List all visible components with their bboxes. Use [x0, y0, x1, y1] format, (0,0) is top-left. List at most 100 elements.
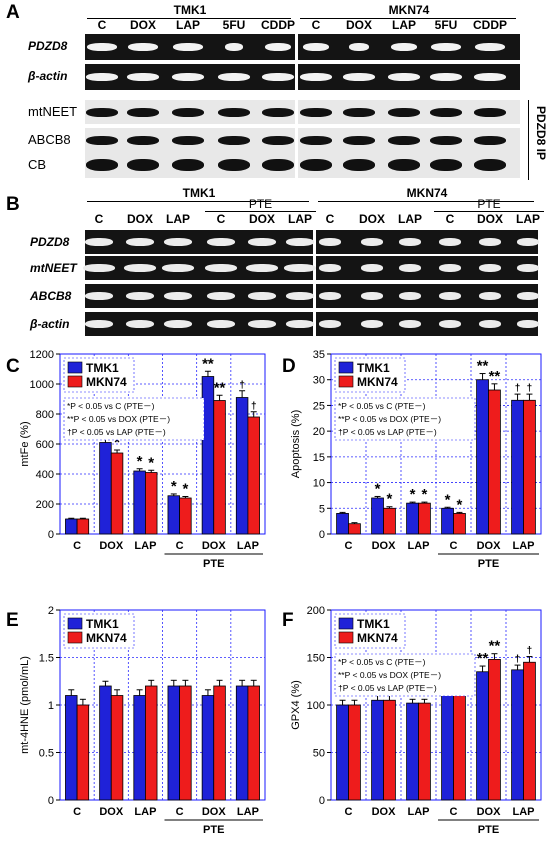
panel-b-gel: [316, 284, 538, 308]
panel-a-row-label: CB: [28, 157, 47, 172]
bar-mkn74: [418, 702, 431, 801]
panel-b-group-rule-1: [87, 201, 309, 202]
y-tick-label: 5: [319, 503, 325, 515]
panel-b-band: [286, 238, 314, 246]
x-tick-label: DOX: [477, 806, 502, 818]
significance-mark: *: [387, 491, 393, 508]
panel-b-group-rule-2: [318, 201, 534, 202]
panel-b-band: [164, 320, 192, 328]
panel-b-pte-label: PTE: [248, 197, 273, 211]
bar-mkn74: [348, 523, 361, 535]
panel-b-group-1: TMK1: [182, 186, 216, 200]
y-tick-label: 0: [319, 529, 325, 541]
bar-tmk1: [406, 502, 419, 535]
panel-b-row-label: mtNEET: [30, 261, 77, 275]
y-tick-label: 50: [313, 748, 325, 760]
bar-mkn74: [145, 685, 158, 801]
y-axis-label: GPX4 (%): [290, 680, 302, 730]
panel-b-lane-label: C: [445, 212, 455, 226]
panel-b-band: [126, 292, 154, 300]
panel-d-letter: D: [282, 356, 296, 377]
panel-b-band: [361, 320, 383, 328]
y-tick-label: 30: [313, 375, 325, 387]
panel-b-band: [248, 320, 276, 328]
bar-mkn74: [488, 659, 501, 801]
y-tick-label: 0: [48, 529, 54, 541]
panel-b-letter: B: [6, 194, 20, 215]
panel-b-gel: [85, 284, 313, 308]
panel-b-band: [361, 264, 383, 272]
notes-box: [334, 397, 476, 441]
chart-e: 0 0.5 1 1.5 2 mt-4HNE (pmol/mL) C DOX LAP C DOX LAP…: [19, 605, 266, 836]
y-tick-label: 1.5: [39, 653, 54, 665]
significance-mark: *: [375, 480, 381, 497]
bar-tmk1: [167, 685, 180, 801]
panel-b-gel: [85, 230, 313, 254]
panel-a-band: [86, 159, 118, 171]
panel-b-lane-label: DOX: [126, 212, 153, 226]
legend-label: MKN74: [357, 631, 398, 645]
x-tick-label: C: [176, 540, 184, 552]
legend-swatch: [67, 617, 83, 630]
panel-b-row-label: PDZD8: [30, 235, 70, 249]
significance-mark: **: [477, 358, 489, 375]
panel-a-band: [388, 159, 420, 171]
bar-mkn74: [110, 452, 124, 535]
legend-swatch: [67, 631, 83, 644]
significance-note: *P < 0.05 vs C (PTE－): [338, 657, 426, 667]
panel-a-row-label: ABCB8: [28, 132, 71, 147]
panel-a-band: [86, 135, 118, 145]
panel-a-band: [262, 107, 294, 117]
significance-note: **P < 0.05 vs DOX (PTE－): [338, 414, 441, 424]
significance-mark: *: [445, 491, 451, 508]
panel-b-band: [439, 264, 461, 272]
panel-b-band: [207, 238, 235, 246]
panel-b-band: [85, 320, 113, 328]
panel-a-band: [349, 43, 369, 51]
panel-a-band: [388, 135, 420, 145]
bar-tmk1: [65, 695, 78, 801]
panel-a-band: [218, 107, 250, 117]
significance-note: †P < 0.05 vs LAP (PTE－): [338, 427, 437, 437]
x-tick-label: DOX: [372, 806, 397, 818]
significance-mark: †: [251, 401, 257, 412]
panel-a-lane-label: DOX: [345, 18, 372, 32]
x-tick-label: DOX: [99, 806, 124, 818]
panel-a-band: [430, 135, 462, 145]
panel-a-band: [430, 159, 462, 171]
panel-b-lane-label: C: [325, 212, 335, 226]
panel-a-band: [172, 159, 204, 171]
y-axis-label: Apoptosis (%): [290, 410, 302, 478]
panel-a-band: [300, 135, 332, 145]
bar-tmk1: [336, 704, 349, 801]
bar-tmk1: [133, 695, 146, 801]
panel-b-lane-label: LAP: [166, 212, 190, 226]
x-tick-label: LAP: [408, 540, 430, 552]
significance-mark: *: [114, 434, 120, 451]
panel-b-lane-label: LAP: [398, 212, 422, 226]
panel-b-gel: [316, 230, 538, 254]
panel-b-band: [439, 320, 461, 328]
panel-a-band: [218, 135, 250, 145]
group-label: PTE: [478, 558, 499, 570]
significance-note: *P < 0.05 vs C (PTE－): [67, 401, 155, 411]
legend-label: TMK1: [357, 361, 390, 375]
panel-b-lane-label: LAP: [288, 212, 312, 226]
panel-a-band: [128, 43, 158, 51]
panel-a-band: [343, 159, 375, 171]
bar-tmk1: [133, 470, 146, 535]
x-tick-label: LAP: [134, 540, 156, 552]
notes-box: [63, 397, 205, 441]
panel-b-lane-label: LAP: [516, 212, 540, 226]
legend-label: TMK1: [86, 361, 119, 375]
legend-label: TMK1: [357, 617, 390, 631]
ip-label: PDZD8 IP: [534, 106, 548, 161]
significance-mark: *: [422, 486, 428, 503]
significance-mark: †: [527, 646, 533, 657]
panel-a-band: [391, 43, 417, 51]
y-tick-label: 150: [307, 653, 325, 665]
y-tick-label: 0: [319, 795, 325, 807]
panel-b-pte-rule: [205, 211, 316, 212]
y-tick-label: 1000: [30, 379, 54, 391]
